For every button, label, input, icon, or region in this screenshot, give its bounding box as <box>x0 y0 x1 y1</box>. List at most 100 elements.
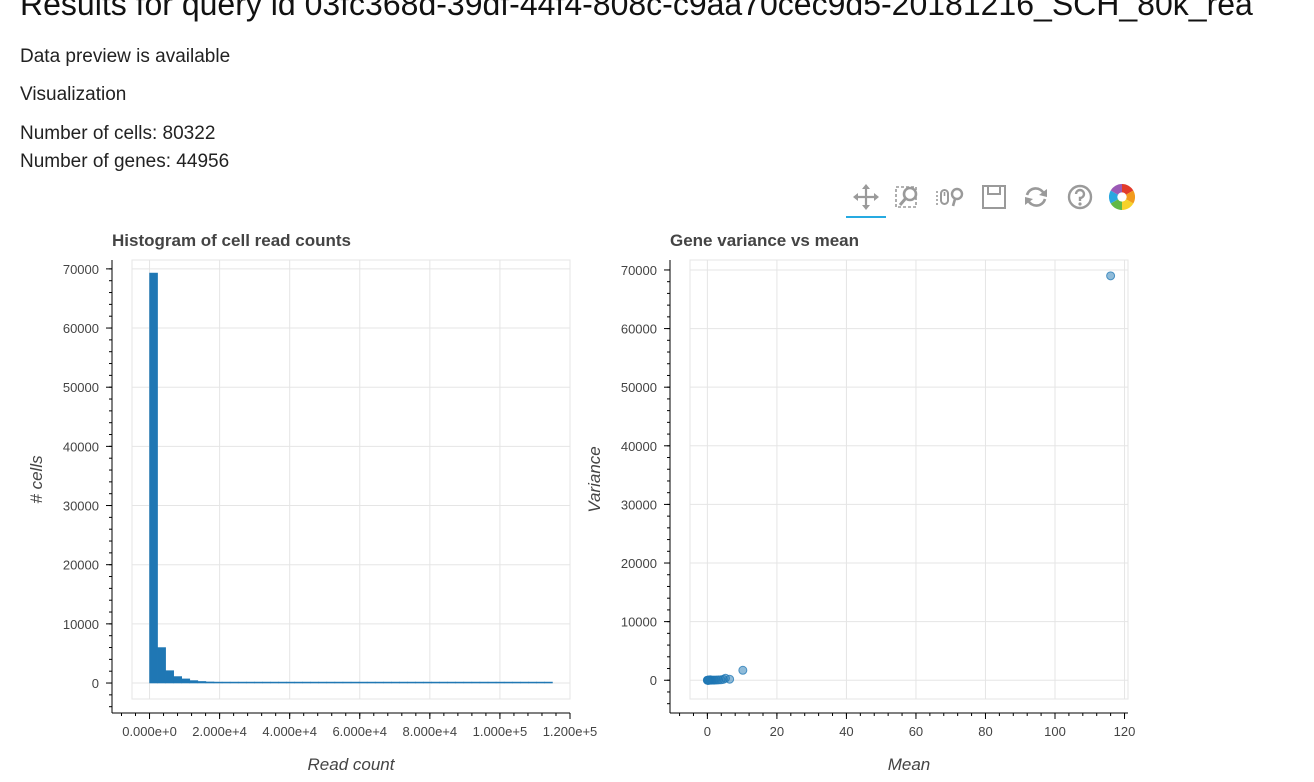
histogram-bar[interactable] <box>407 681 416 684</box>
bokeh-logo-icon <box>1108 183 1136 211</box>
histogram-bar[interactable] <box>528 681 537 684</box>
data-preview-text: Data preview is available <box>20 46 231 67</box>
histogram-bar[interactable] <box>286 681 295 684</box>
x-tick-label: 80 <box>978 724 992 739</box>
histogram-bar[interactable] <box>237 681 247 684</box>
histogram-bar[interactable] <box>294 681 303 684</box>
help-icon <box>1067 184 1093 210</box>
y-tick-label: 20000 <box>621 556 657 571</box>
y-tick-label: 30000 <box>621 497 657 512</box>
histogram-bar[interactable] <box>262 681 271 684</box>
histogram-bar[interactable] <box>270 681 279 684</box>
histogram-bar[interactable] <box>342 681 352 684</box>
x-tick-label: 6.000e+4 <box>332 724 387 739</box>
plot-frame <box>689 259 1129 700</box>
y-tick-label: 60000 <box>63 321 99 336</box>
wheel-zoom-tool-button[interactable] <box>930 178 970 216</box>
wheel-zoom-icon <box>936 187 964 207</box>
histogram-bar[interactable] <box>455 681 465 684</box>
histogram-bar[interactable] <box>366 681 376 684</box>
y-tick-label: 60000 <box>621 322 657 337</box>
chart-title: Histogram of cell read counts <box>112 231 351 250</box>
histogram-bar[interactable] <box>245 681 255 684</box>
pan-tool-button[interactable] <box>846 178 886 218</box>
histogram-bar[interactable] <box>503 681 513 684</box>
histogram-bar[interactable] <box>181 678 191 684</box>
visualization-label: Visualization <box>20 84 127 105</box>
histogram-bar[interactable] <box>318 681 328 684</box>
y-tick-label: 50000 <box>621 380 657 395</box>
histogram-bar[interactable] <box>495 681 505 684</box>
histogram-bar[interactable] <box>519 681 529 684</box>
histogram-bar[interactable] <box>391 681 400 684</box>
y-tick-label: 70000 <box>621 263 657 278</box>
histogram-bar[interactable] <box>439 681 448 684</box>
y-tick-label: 50000 <box>63 380 99 395</box>
histogram-bar[interactable] <box>511 681 521 684</box>
histogram-bar[interactable] <box>326 681 336 684</box>
histogram-bar[interactable] <box>544 681 553 684</box>
scatter-point[interactable] <box>738 665 748 675</box>
scatter-point[interactable] <box>1106 271 1116 281</box>
y-tick-label: 40000 <box>621 439 657 454</box>
y-tick-label: 10000 <box>63 617 99 632</box>
histogram-bar[interactable] <box>431 681 440 684</box>
histogram-bar[interactable] <box>149 272 158 684</box>
help-tool-button[interactable] <box>1060 178 1100 216</box>
histogram-bar[interactable] <box>229 681 239 684</box>
histogram-bar[interactable] <box>302 681 311 684</box>
scatter-chart[interactable]: 0 20 40 60 80 100 120 0 10000 20000 30000 40000 5000… <box>580 220 1160 780</box>
x-tick-label: 0 <box>704 724 711 739</box>
x-tick-label: 1.200e+5 <box>543 724 598 739</box>
histogram-bar[interactable] <box>165 670 174 684</box>
y-tick-label: 40000 <box>63 439 99 454</box>
y-axis-label: # cells <box>27 455 46 504</box>
save-tool-button[interactable] <box>974 178 1014 216</box>
histogram-bar[interactable] <box>189 680 199 684</box>
histogram-bar[interactable] <box>205 681 215 684</box>
y-tick-label: 0 <box>650 673 657 688</box>
chart-title: Gene variance vs mean <box>670 231 859 250</box>
cell-count-text: Number of cells: 80322 <box>20 123 216 144</box>
box-zoom-icon <box>895 186 918 208</box>
bokeh-logo-link[interactable] <box>1102 178 1142 216</box>
histogram-bar[interactable] <box>479 681 489 684</box>
histogram-bar[interactable] <box>447 681 457 684</box>
histogram-bar[interactable] <box>382 681 392 684</box>
histogram-bar[interactable] <box>399 681 408 684</box>
histogram-bar[interactable] <box>471 681 481 684</box>
histogram-bar[interactable] <box>358 681 368 684</box>
reset-tool-button[interactable] <box>1016 178 1056 216</box>
y-tick-label: 0 <box>92 676 99 691</box>
reset-icon <box>1025 187 1047 207</box>
histogram-bar[interactable] <box>221 681 231 684</box>
histogram-chart[interactable]: 0.000e+0 2.000e+4 4.000e+4 6.000e+4 8.000e+4… <box>20 220 597 780</box>
histogram-bar[interactable] <box>334 681 344 684</box>
histogram-bar[interactable] <box>278 681 287 684</box>
histogram-bar[interactable] <box>213 681 223 684</box>
y-tick-label: 10000 <box>621 615 657 630</box>
box-zoom-tool-button[interactable] <box>888 178 928 216</box>
histogram-bar[interactable] <box>536 681 545 684</box>
histogram-bar[interactable] <box>157 647 166 684</box>
histogram-bar[interactable] <box>487 681 497 684</box>
histogram-bar[interactable] <box>374 681 384 684</box>
histogram-bar[interactable] <box>463 681 473 684</box>
gene-count-text: Number of genes: 44956 <box>20 151 230 172</box>
x-tick-label: 40 <box>839 724 853 739</box>
x-tick-label: 120 <box>1114 724 1136 739</box>
x-tick-label: 60 <box>909 724 923 739</box>
histogram-bar[interactable] <box>197 681 207 684</box>
histogram-bar[interactable] <box>254 681 263 684</box>
histogram-bar[interactable] <box>350 681 360 684</box>
scatter-point[interactable] <box>702 675 712 685</box>
histogram-bar[interactable] <box>423 681 432 684</box>
save-icon <box>982 185 1006 209</box>
pan-icon <box>853 184 879 210</box>
x-axis-label: Read count <box>308 755 396 774</box>
histogram-bar[interactable] <box>415 681 424 684</box>
histogram-bar[interactable] <box>173 676 183 684</box>
histogram-bar[interactable] <box>310 681 320 684</box>
y-tick-label: 70000 <box>63 262 99 277</box>
y-tick-label: 30000 <box>63 499 99 514</box>
